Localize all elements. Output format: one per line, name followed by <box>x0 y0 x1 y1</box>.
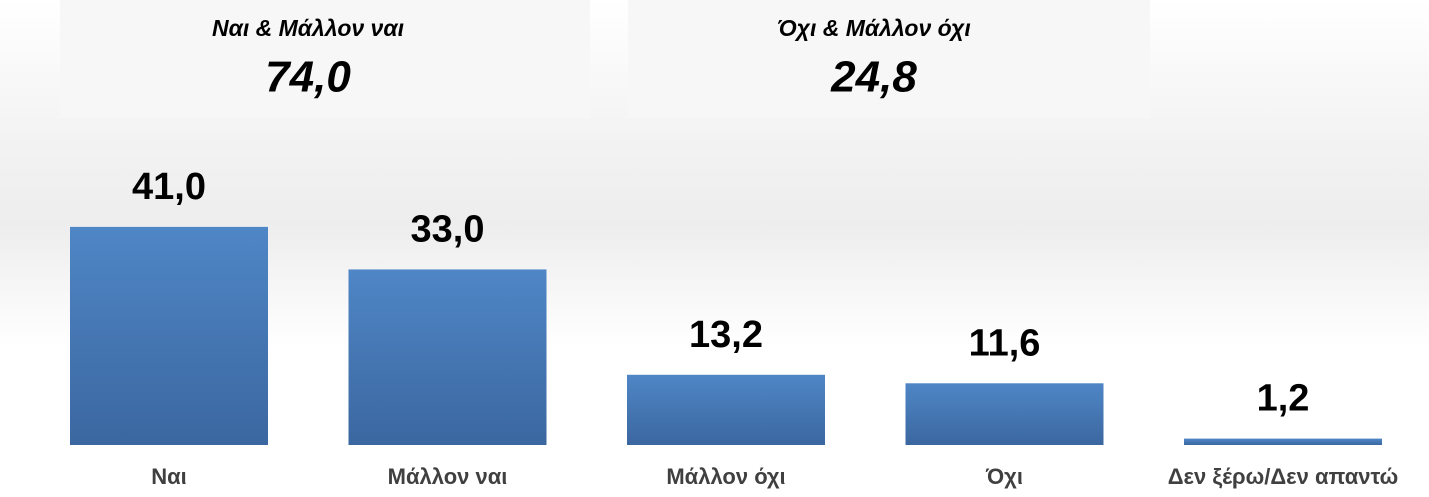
x-tick-label: Μάλλον ναι <box>388 464 508 489</box>
annotation-panel <box>60 0 590 118</box>
x-tick-label: Όχι <box>985 464 1023 489</box>
value-label: 41,0 <box>132 166 206 208</box>
bar <box>1184 438 1382 445</box>
x-tick-label: Μάλλον όχι <box>666 464 785 489</box>
bar <box>348 269 547 445</box>
annotation-panel <box>628 0 1150 118</box>
value-label: 33,0 <box>411 208 485 250</box>
x-tick-label: Δεν ξέρω/Δεν απαντώ <box>1168 464 1399 489</box>
annotation-total: 74,0 <box>265 53 351 102</box>
bar <box>627 374 825 445</box>
bar <box>905 383 1104 445</box>
value-label: 11,6 <box>969 322 1041 364</box>
x-tick-label: Ναι <box>151 464 187 489</box>
value-label: 13,2 <box>689 314 763 356</box>
annotation-title: Ναι & Μάλλον ναι <box>212 15 404 41</box>
annotation-title: Όχι & Μάλλον όχι <box>777 15 970 41</box>
bar <box>70 226 268 445</box>
value-label: 1,2 <box>1257 378 1310 420</box>
annotation-total: 24,8 <box>830 53 917 102</box>
